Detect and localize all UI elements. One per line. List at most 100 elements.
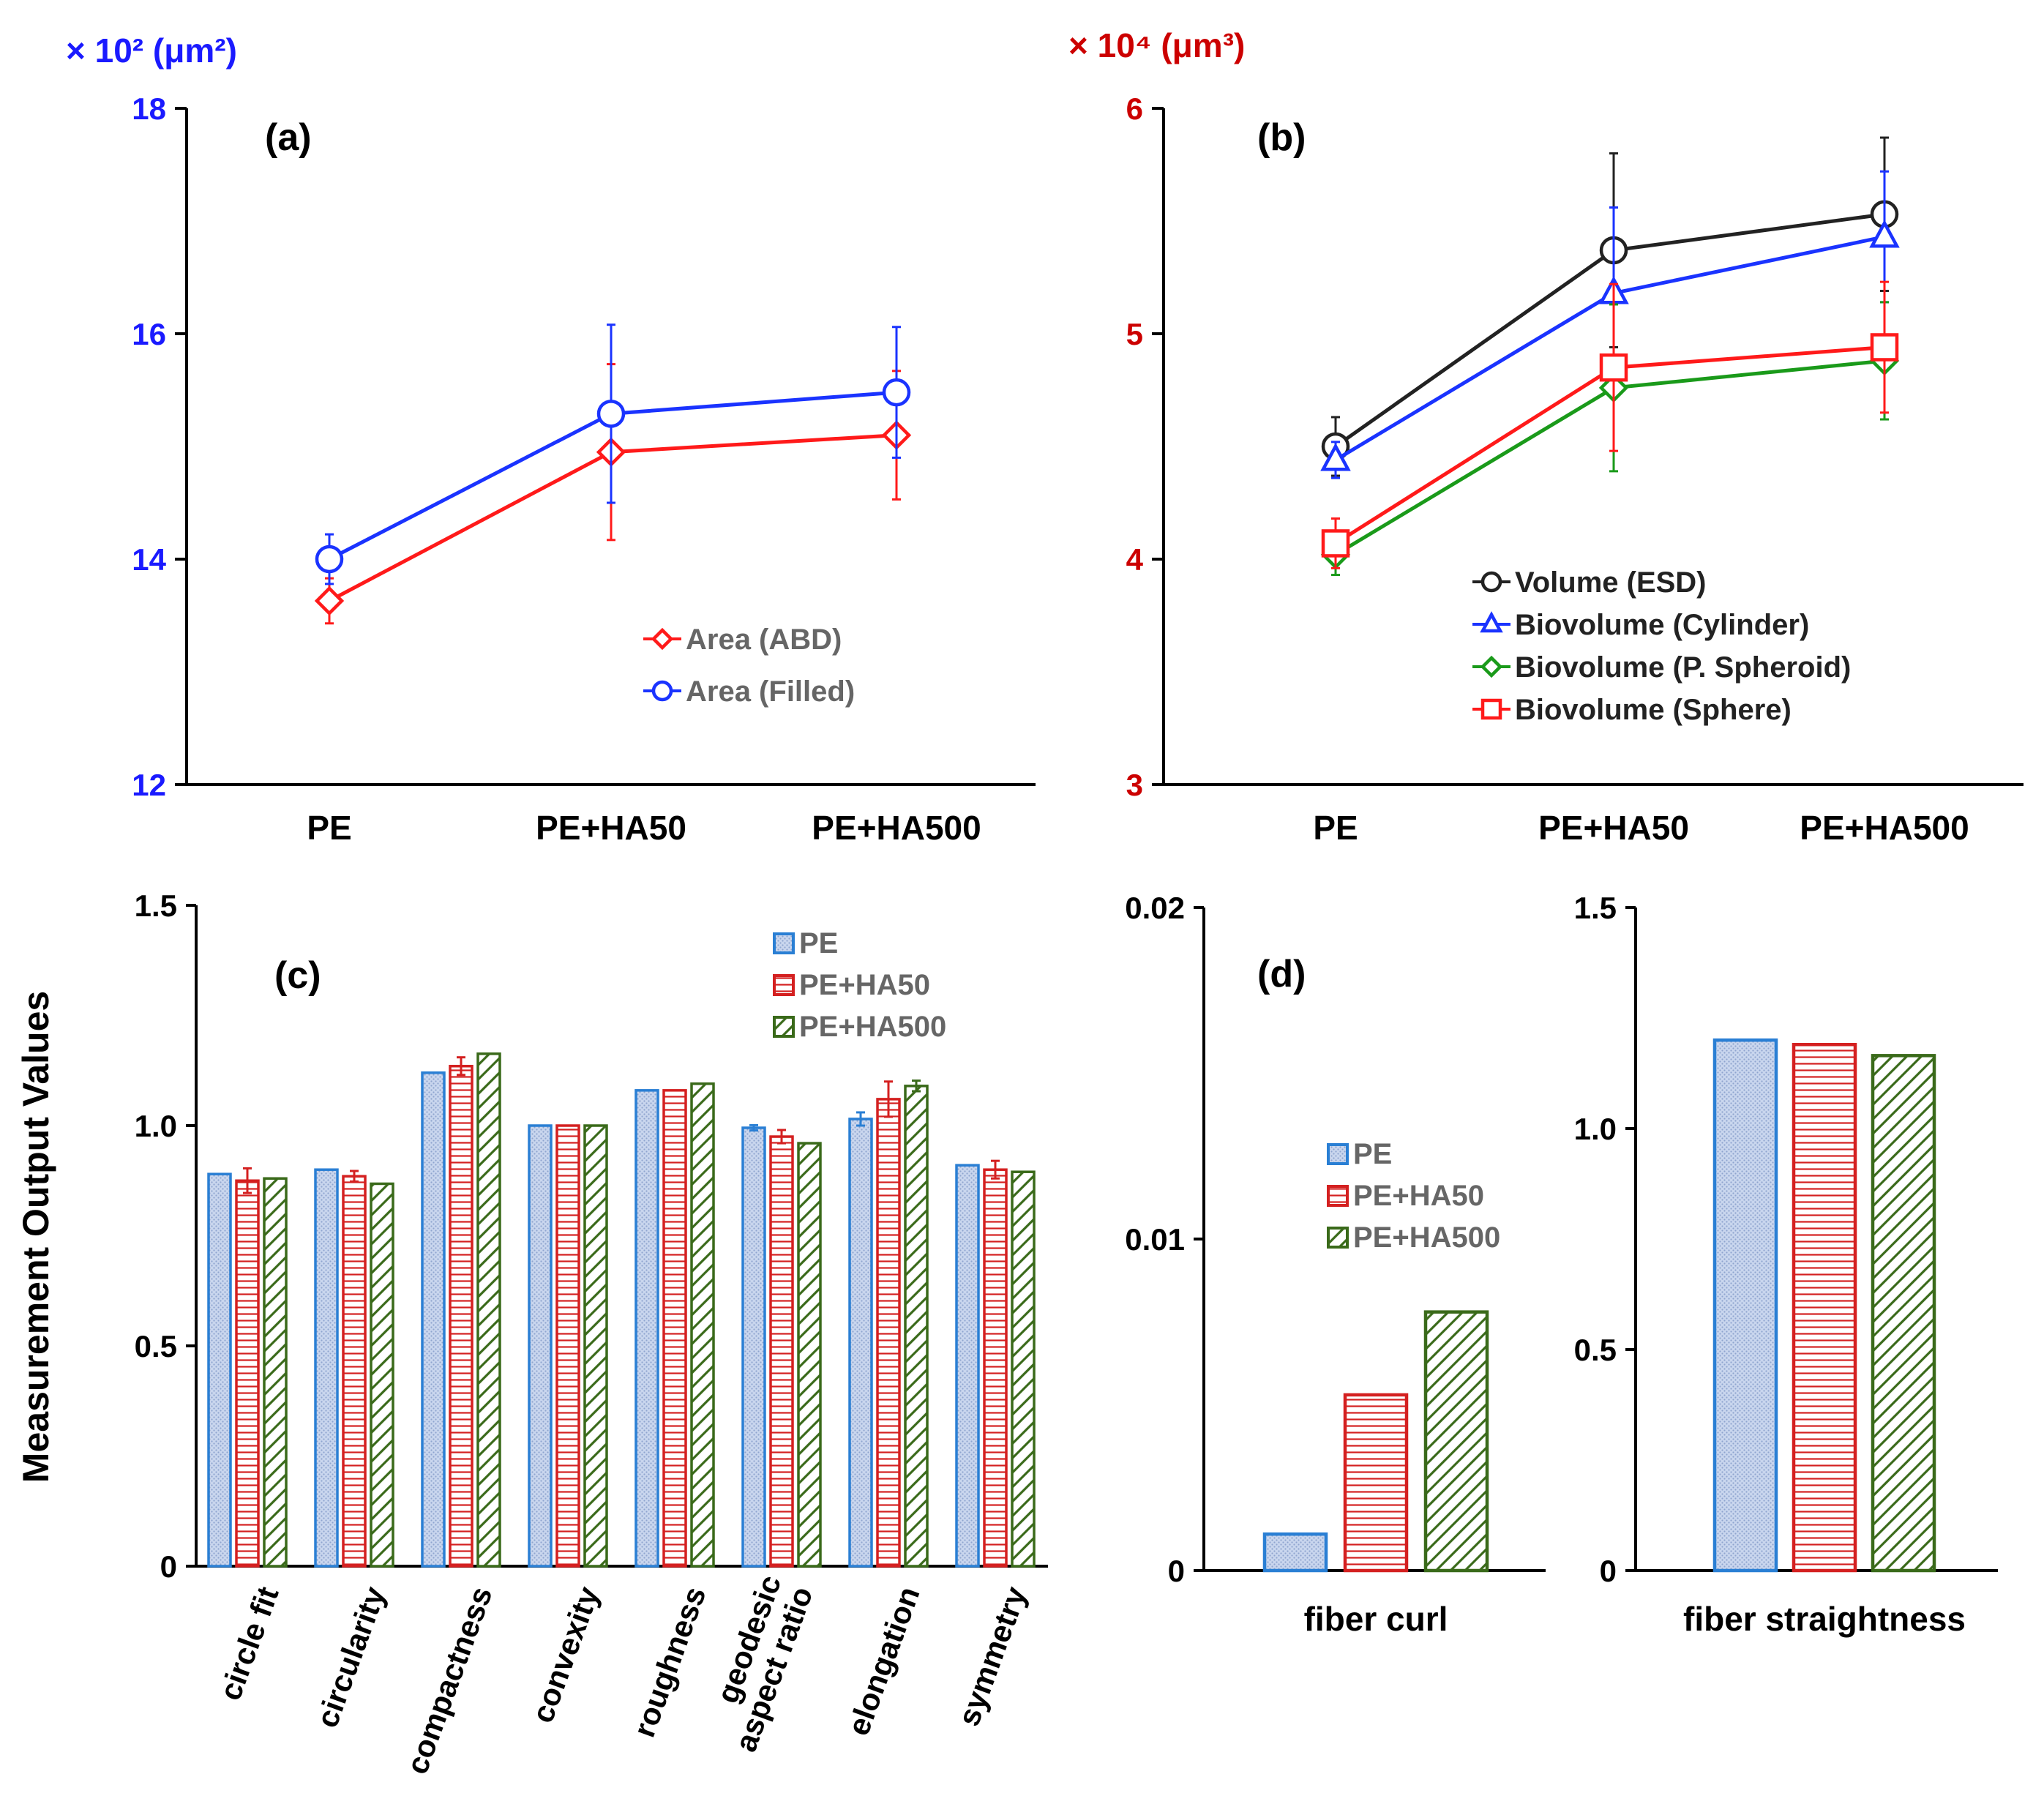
panel-label: (c) bbox=[274, 954, 321, 997]
bar-pe-ha50 bbox=[662, 1089, 687, 1568]
y-tick-label: 16 bbox=[132, 317, 166, 351]
x-tick-label: compactness bbox=[400, 1582, 499, 1778]
x-tick-label-group: compactness bbox=[400, 1582, 499, 1778]
bar-pe-ha500 bbox=[1423, 1310, 1489, 1573]
legend-label: PE+HA500 bbox=[799, 1011, 946, 1043]
y-tick-label: 6 bbox=[1126, 91, 1143, 126]
data-point bbox=[1870, 333, 1899, 362]
legend-label: PE+HA500 bbox=[1353, 1221, 1500, 1254]
panel-label: (b) bbox=[1257, 116, 1306, 159]
x-tick-label-group: roughness bbox=[626, 1582, 713, 1742]
bar-pe-ha50 bbox=[555, 1124, 580, 1568]
data-point bbox=[1320, 443, 1351, 471]
bar-pe bbox=[207, 1172, 232, 1568]
x-tick-label-group: symmetry bbox=[951, 1582, 1033, 1730]
data-point bbox=[882, 378, 911, 407]
legend-label: Volume (ESD) bbox=[1515, 566, 1707, 599]
bar-pe bbox=[955, 1164, 980, 1568]
y-tick-label: 0.5 bbox=[1574, 1333, 1617, 1367]
bar-pe-ha50 bbox=[876, 1098, 901, 1568]
y-tick-label: 3 bbox=[1126, 768, 1143, 802]
bar-pe bbox=[1712, 1038, 1778, 1573]
x-tick-label: circle fit bbox=[212, 1582, 285, 1704]
x-tick-label: PE+HA50 bbox=[536, 809, 686, 847]
data-point bbox=[1599, 353, 1628, 382]
x-tick-label: symmetry bbox=[951, 1582, 1033, 1730]
series-biovolume-sphere-: Biovolume (Sphere) bbox=[1321, 280, 1899, 726]
x-tick-label-group: circle fit bbox=[212, 1582, 285, 1704]
bar-pe-ha500 bbox=[476, 1052, 501, 1568]
panel-b-line-chart: 3 4 5 6 × 10⁴ (μm³) (b) PE PE+HA50 PE+HA500 Volum… bbox=[1068, 26, 2024, 847]
y-tick-label: 1.0 bbox=[1574, 1112, 1617, 1146]
x-tick-label-group: elongation bbox=[841, 1582, 926, 1740]
legend-swatch bbox=[773, 1016, 795, 1038]
data-point bbox=[314, 585, 345, 616]
x-tick-label: convexity bbox=[525, 1582, 606, 1727]
x-tick-label: fiber straightness bbox=[1683, 1600, 1966, 1638]
bar-pe-ha500 bbox=[263, 1177, 288, 1568]
legend-marker bbox=[1480, 611, 1503, 633]
y-tick-label: 0 bbox=[1168, 1554, 1185, 1588]
legend-swatch bbox=[1327, 1227, 1349, 1249]
y-tick-label: 14 bbox=[132, 542, 166, 577]
legend-label: PE+HA50 bbox=[799, 969, 930, 1001]
legend-marker bbox=[651, 680, 673, 702]
bar-pe-ha500 bbox=[1011, 1170, 1036, 1568]
panel-d-fiber-straightness-chart: 0 0.5 1.0 1.5 fiber straightness bbox=[1574, 891, 1998, 1638]
data-point bbox=[1869, 220, 1900, 248]
panel-a-line-chart: 12 14 16 18 × 10² (μm²) (a) PE PE+HA50 PE+HA500 A… bbox=[66, 31, 1036, 847]
bar-pe-ha50 bbox=[449, 1064, 473, 1568]
x-tick-label: fiber curl bbox=[1304, 1600, 1448, 1638]
x-tick-label: PE bbox=[307, 809, 351, 847]
series-line bbox=[1334, 235, 1885, 462]
data-point bbox=[315, 544, 344, 574]
bar-pe-ha500 bbox=[797, 1142, 822, 1568]
bar-pe-ha500 bbox=[583, 1124, 608, 1568]
y-tick-label: 4 bbox=[1126, 542, 1144, 577]
x-tick-label: PE bbox=[1313, 809, 1358, 847]
data-point bbox=[1321, 529, 1350, 558]
legend-label: Area (Filled) bbox=[686, 676, 855, 708]
x-tick-label: circularity bbox=[310, 1582, 392, 1732]
bar-pe bbox=[848, 1118, 873, 1568]
x-tick-label: roughness bbox=[626, 1582, 713, 1742]
y-tick-label: 18 bbox=[132, 91, 166, 126]
bar-pe bbox=[314, 1168, 339, 1568]
unit-label: × 10⁴ (μm³) bbox=[1068, 26, 1245, 64]
data-point bbox=[596, 400, 626, 428]
bar-pe-ha50 bbox=[342, 1175, 367, 1568]
panel-label: (d) bbox=[1257, 953, 1306, 995]
bar-pe-ha500 bbox=[370, 1182, 394, 1568]
legend-label: PE bbox=[799, 927, 838, 959]
bar-pe-ha50 bbox=[1343, 1393, 1409, 1573]
legend-label: PE bbox=[1353, 1138, 1392, 1170]
y-tick-label: 0 bbox=[160, 1549, 177, 1584]
x-tick-label: PE+HA50 bbox=[1538, 809, 1689, 847]
x-tick-label-group: circularity bbox=[310, 1582, 392, 1732]
y-tick-label: 1.0 bbox=[135, 1109, 177, 1143]
legend-marker bbox=[1480, 571, 1502, 593]
y-axis-title: Measurement Output Values bbox=[15, 991, 56, 1483]
bar-pe-ha500 bbox=[1871, 1054, 1936, 1573]
bar-pe-ha50 bbox=[235, 1179, 260, 1568]
x-tick-label: PE+HA500 bbox=[812, 809, 981, 847]
legend-swatch bbox=[773, 932, 795, 954]
y-tick-label: 0.02 bbox=[1125, 891, 1185, 925]
legend-swatch bbox=[1327, 1185, 1349, 1207]
bar-pe bbox=[1262, 1532, 1328, 1573]
bar-pe bbox=[741, 1126, 766, 1568]
y-tick-label: 5 bbox=[1126, 317, 1143, 351]
legend-marker bbox=[651, 627, 674, 651]
bar-pe-ha50 bbox=[1792, 1042, 1857, 1573]
panel-label: (a) bbox=[265, 116, 312, 159]
bar-pe bbox=[528, 1124, 553, 1568]
legend-swatch bbox=[1327, 1143, 1349, 1165]
legend-label: Area (ABD) bbox=[686, 624, 842, 656]
legend-label: PE+HA50 bbox=[1353, 1180, 1484, 1212]
x-tick-label: PE+HA500 bbox=[1800, 809, 1969, 847]
y-tick-label: 0 bbox=[1600, 1554, 1617, 1588]
panel-c-bar-chart: 0 0.5 1.0 1.5 (c) Measurement Output Values ci… bbox=[15, 888, 1048, 1778]
bar-pe-ha50 bbox=[983, 1168, 1008, 1568]
